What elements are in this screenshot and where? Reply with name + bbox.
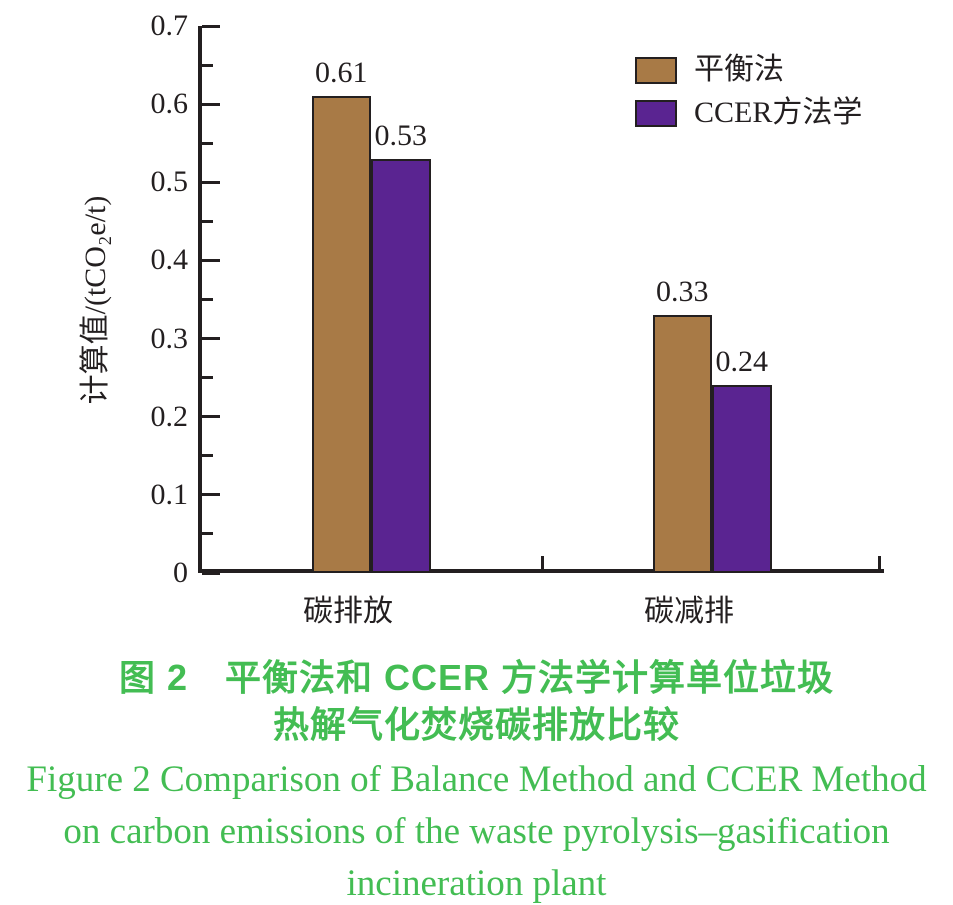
y-tick-label: 0.5 (150, 165, 189, 199)
y-tick-label: 0.4 (150, 243, 189, 277)
legend-label: 平衡法 (694, 53, 784, 86)
y-minor-tick (202, 141, 213, 145)
y-major-tick (202, 24, 220, 28)
legend-swatch-ccer-method (635, 100, 677, 127)
bar-balance-method (311, 96, 371, 573)
y-major-tick (202, 258, 220, 262)
y-minor-tick (202, 219, 213, 223)
caption-zh-line2: 热解气化焚烧碳排放比较 (272, 704, 680, 745)
y-tick-label: 0.2 (150, 399, 189, 433)
bar-value-label: 0.33 (656, 275, 709, 309)
x-axis-tick (877, 556, 881, 570)
bar-value-label: 0.24 (715, 345, 769, 379)
category-label: 碳减排 (644, 595, 734, 628)
caption-zh-line1: 图 2 平衡法和 CCER 方法学计算单位垃圾 (118, 657, 835, 698)
y-tick-label: 0.6 (150, 87, 189, 121)
caption-en-line3: incineration plant (346, 863, 607, 904)
x-axis-line (198, 569, 884, 573)
y-minor-tick (202, 532, 213, 536)
y-tick-label: 0.3 (150, 321, 189, 355)
bar-ccer-method (371, 158, 431, 573)
y-major-tick (202, 415, 220, 419)
y-tick-label: 0.1 (150, 477, 189, 511)
x-axis-tick (540, 556, 544, 570)
legend-label: CCER方法学 (694, 96, 863, 129)
y-axis-title: 计算值/(tCO₂e/t) (79, 195, 112, 405)
bar-ccer-method (712, 385, 772, 573)
bar-balance-method (652, 315, 712, 573)
bar-value-label: 0.61 (315, 56, 368, 90)
caption-en-line2: on carbon emissions of the waste pyrolys… (63, 811, 890, 852)
category-label: 碳排放 (303, 595, 393, 628)
legend-swatch-balance-method (635, 57, 677, 84)
y-minor-tick (202, 63, 213, 67)
y-tick-label: 0.7 (150, 9, 189, 42)
caption-en-line1: Figure 2 Comparison of Balance Method an… (26, 759, 927, 800)
y-major-tick (202, 571, 220, 575)
y-minor-tick (202, 376, 213, 380)
y-major-tick (202, 493, 220, 497)
y-minor-tick (202, 298, 213, 301)
y-minor-tick (202, 454, 213, 458)
y-tick-label: 0 (173, 556, 188, 589)
y-major-tick (202, 180, 220, 184)
y-major-tick (202, 337, 220, 341)
y-axis-line (198, 26, 202, 573)
bar-value-label: 0.53 (374, 118, 428, 152)
y-major-tick (202, 102, 220, 106)
